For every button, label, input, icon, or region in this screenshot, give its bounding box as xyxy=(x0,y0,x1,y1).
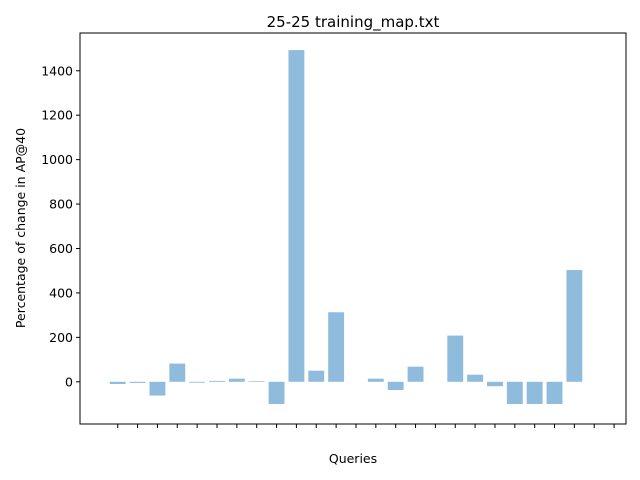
y-tick-label: 0 xyxy=(65,374,73,389)
plot-frame xyxy=(79,32,627,425)
bar xyxy=(367,378,384,382)
bar xyxy=(407,366,424,382)
bar xyxy=(506,381,523,405)
y-tick-label: 200 xyxy=(49,330,73,345)
bar xyxy=(228,378,245,382)
bar xyxy=(467,374,484,382)
x-axis xyxy=(117,424,615,428)
bar xyxy=(248,381,265,382)
bar xyxy=(109,381,126,385)
bar xyxy=(526,381,543,405)
bar xyxy=(129,381,146,383)
bar xyxy=(169,363,186,382)
bars-group xyxy=(109,50,583,405)
bar xyxy=(566,270,583,382)
bar xyxy=(189,381,206,383)
bar xyxy=(288,50,305,382)
y-tick-label: 600 xyxy=(49,241,73,256)
bar xyxy=(268,381,285,405)
y-tick-label: 1000 xyxy=(41,152,73,167)
bar xyxy=(387,381,404,391)
bar xyxy=(328,312,345,382)
y-tick-label: 1200 xyxy=(41,108,73,123)
bar xyxy=(546,381,563,405)
y-tick-label: 800 xyxy=(49,197,73,212)
x-axis-label: Queries xyxy=(329,451,377,466)
bar xyxy=(308,370,325,382)
bar xyxy=(487,381,503,387)
y-tick-label: 1400 xyxy=(41,63,73,78)
y-axis-label: Percentage of change in AP@40 xyxy=(13,128,28,328)
y-tick-label: 400 xyxy=(49,285,73,300)
chart-title: 25-25 training_map.txt xyxy=(267,13,440,32)
y-axis: 0 200 400 600 800 1000 1200 1400 xyxy=(41,63,80,389)
bar xyxy=(149,381,166,396)
bar xyxy=(447,335,464,382)
bar xyxy=(209,380,225,382)
